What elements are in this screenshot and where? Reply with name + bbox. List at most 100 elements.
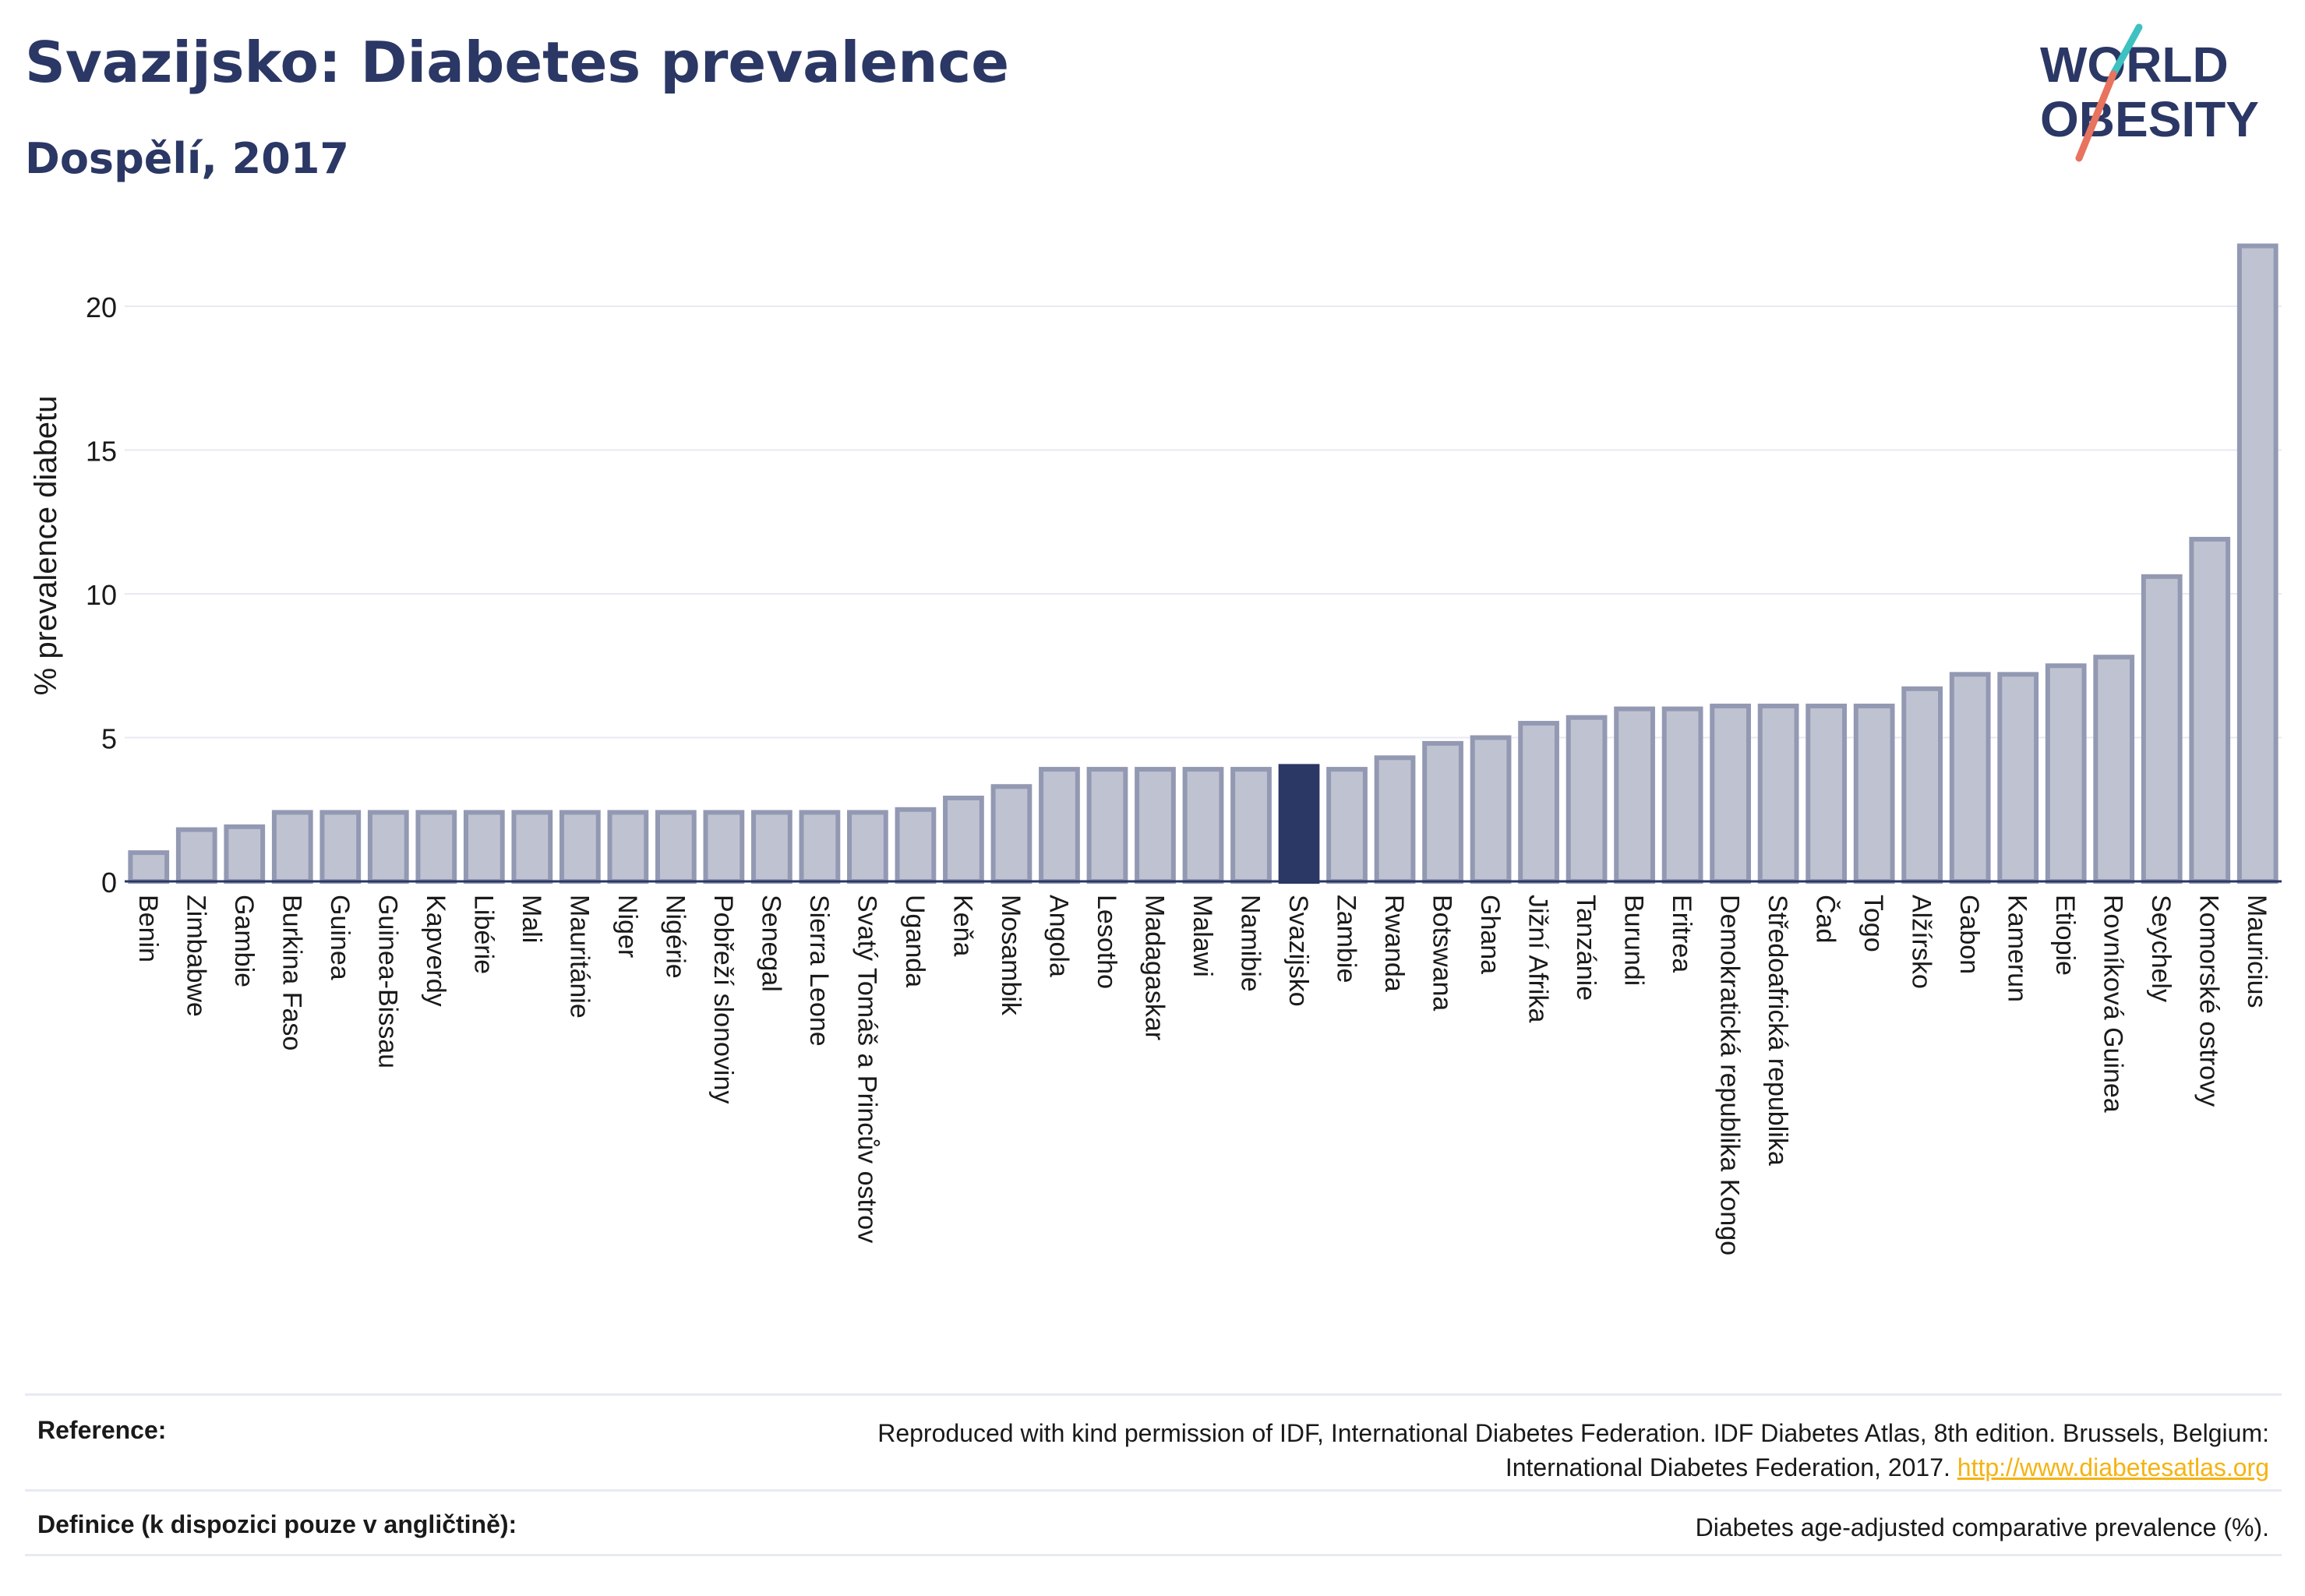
chart-title: Svazijsko: Diabetes prevalence — [25, 30, 1010, 95]
bar-17 — [943, 795, 984, 884]
bar-26 — [1374, 755, 1416, 885]
bar-31 — [1614, 706, 1655, 884]
bar-20 — [1086, 767, 1128, 885]
bar-11 — [655, 810, 697, 884]
y-tick-label: 5 — [101, 723, 117, 755]
bar-9 — [559, 810, 601, 884]
reference-link[interactable]: http://www.diabetesatlas.org — [1957, 1453, 2269, 1481]
x-tick-label: Ghana — [1475, 895, 1505, 974]
x-tick-label: Mali — [517, 895, 546, 943]
x-tick-label: Benin — [133, 895, 163, 962]
definition-text: Diabetes age-adjusted comparative preval… — [1695, 1513, 2269, 1541]
logo-slash-coral — [2075, 70, 2117, 162]
bar-33 — [1710, 703, 1751, 884]
x-tick-label: Namibie — [1236, 895, 1265, 992]
bar-44 — [2236, 243, 2279, 884]
x-tick-label: Guinea — [325, 895, 355, 980]
bar-4 — [319, 810, 362, 884]
bar-5 — [367, 810, 409, 884]
reference-text-line2: International Diabetes Federation, 2017. — [1505, 1453, 1950, 1481]
bar-30 — [1565, 715, 1608, 884]
reference-row: Reference: Reproduced with kind permissi… — [25, 1393, 2282, 1489]
reference-text-line1: Reproduced with kind permission of IDF, … — [877, 1419, 2269, 1447]
x-tick-label: Pobřeží slonoviny — [708, 895, 738, 1103]
bar-19 — [1039, 767, 1080, 885]
logo-line1: WORLD — [2040, 37, 2229, 93]
x-tick-label: Alžírsko — [1907, 895, 1936, 989]
bar-2 — [224, 824, 266, 885]
y-tick-label: 20 — [86, 291, 117, 323]
x-tick-label: Lesotho — [1092, 895, 1121, 989]
bar-41 — [2093, 655, 2135, 884]
reference-text: Reproduced with kind permission of IDF, … — [877, 1416, 2269, 1485]
bar-21 — [1135, 767, 1176, 885]
x-tick-label: Seychely — [2146, 895, 2176, 1002]
x-tick-label: Botswana — [1428, 895, 1457, 1011]
x-tick-label: Keňa — [948, 895, 977, 956]
bar-14 — [799, 810, 841, 884]
definition-label: Definice (k dispozici pouze v angličtině… — [37, 1510, 517, 1538]
x-tick-label: Gabon — [1954, 895, 1984, 974]
bar-16 — [895, 807, 937, 884]
x-tick-label: Sierra Leone — [804, 895, 834, 1047]
bar-13 — [751, 810, 792, 884]
logo-line2: OBESITY — [2040, 91, 2259, 147]
x-tick-label: Malawi — [1188, 895, 1217, 977]
x-tick-label: Angola — [1043, 895, 1073, 977]
bar-39 — [1997, 672, 2039, 884]
x-tick-label: Gambie — [229, 895, 259, 987]
bar-32 — [1661, 706, 1703, 884]
bar-0 — [128, 850, 170, 884]
definition-row: Definice (k dispozici pouze v angličtině… — [25, 1489, 2282, 1556]
bar-37 — [1901, 686, 1943, 885]
x-tick-label: Eritrea — [1667, 895, 1696, 973]
x-tick-label: Rwanda — [1379, 895, 1409, 992]
chart-subtitle: Dospělí, 2017 — [25, 134, 349, 183]
bar-10 — [607, 810, 649, 884]
bar-40 — [2045, 663, 2087, 884]
bar-22 — [1182, 767, 1224, 885]
bar-38 — [1949, 672, 1991, 884]
reference-label: Reference: — [37, 1416, 167, 1444]
x-tick-label: Mosambik — [996, 895, 1025, 1016]
bar-43 — [2189, 536, 2231, 884]
x-tick-label: Uganda — [900, 895, 930, 987]
bar-27 — [1422, 740, 1463, 884]
x-tick-label: Niger — [612, 895, 642, 958]
x-tick-label: Středoafrická republika — [1763, 895, 1792, 1166]
bar-42 — [2141, 574, 2183, 884]
bar-chart: 0 5 10 15 20 Benin Zimbabwe Gambie Burkina Faso… — [29, 243, 2282, 1255]
bar-24 — [1278, 764, 1320, 885]
bar-7 — [463, 810, 505, 884]
x-tick-label: Rovníková Guinea — [2099, 895, 2128, 1113]
bar-28 — [1470, 735, 1512, 884]
bar-6 — [415, 810, 457, 884]
y-tick-label: 15 — [86, 436, 117, 468]
x-tick-label: Zambie — [1332, 895, 1361, 983]
bar-25 — [1326, 767, 1368, 885]
bar-36 — [1853, 703, 1895, 884]
x-tick-label: Guinea-Bissau — [372, 895, 402, 1068]
x-tick-label: Etiopie — [2050, 895, 2080, 976]
x-tick-label: Demokratická republika Kongo — [1715, 895, 1745, 1255]
x-tick-label: Kapverdy — [421, 895, 450, 1007]
bar-15 — [847, 810, 888, 884]
x-tick-labels: Benin Zimbabwe Gambie Burkina Faso Guinea Gui… — [133, 895, 2271, 1255]
x-tick-label: Burundi — [1619, 895, 1649, 986]
y-tick-label: 10 — [86, 579, 117, 611]
x-tick-label: Čad — [1811, 895, 1841, 943]
bar-23 — [1230, 767, 1272, 885]
x-tick-label: Komorské ostrovy — [2194, 895, 2224, 1107]
y-axis-label: % prevalence diabetu — [29, 396, 63, 696]
bar-1 — [175, 827, 217, 884]
bar-12 — [703, 810, 745, 884]
x-tick-label: Burkina Faso — [277, 895, 306, 1050]
footer: Reference: Reproduced with kind permissi… — [25, 1393, 2282, 1556]
y-tick-label: 0 — [101, 867, 117, 899]
bar-18 — [990, 784, 1032, 884]
x-tick-label: Tanzánie — [1571, 895, 1601, 1001]
bars — [128, 243, 2279, 885]
x-tick-label: Svazijsko — [1283, 895, 1313, 1007]
x-tick-label: Jižní Afrika — [1523, 895, 1553, 1022]
world-obesity-logo: WORLD OBESITY — [2040, 23, 2259, 162]
